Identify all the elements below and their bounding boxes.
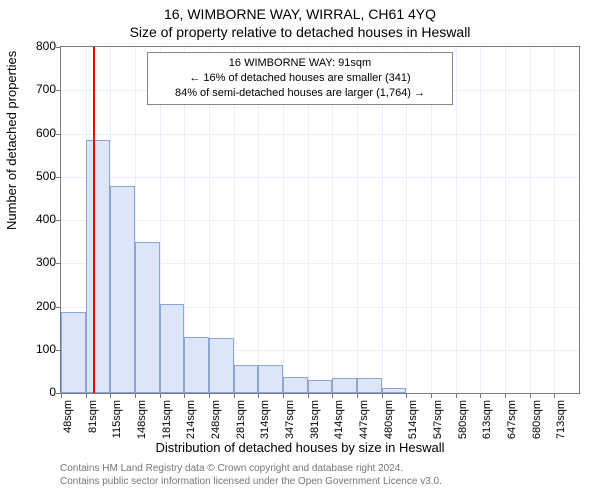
xtick-mark [110,393,111,398]
bar [86,140,111,393]
bar [160,304,185,393]
xtick-label: 281sqm [235,400,247,440]
xtick-label: 81sqm [87,400,99,440]
xtick-label: 48sqm [62,400,74,440]
ytick-label: 200 [16,299,56,313]
annotation-line-2: ← 16% of detached houses are smaller (34… [154,71,446,86]
ytick-label: 500 [16,169,56,183]
bar [61,312,86,393]
y-axis-label: Number of detached properties [4,51,19,230]
chart-container: 16, WIMBORNE WAY, WIRRAL, CH61 4YQ Size … [0,0,600,500]
bar [110,186,135,393]
bar [382,388,407,393]
gridline-h [61,177,579,178]
xtick-mark [184,393,185,398]
xtick-label: 613sqm [481,400,493,440]
bar [283,377,308,393]
ytick-mark [56,263,61,264]
xtick-label: 647sqm [506,400,518,440]
xtick-mark [61,393,62,398]
xtick-mark [530,393,531,398]
annotation-line-1: 16 WIMBORNE WAY: 91sqm [154,56,446,71]
xtick-mark [332,393,333,398]
xtick-label: 414sqm [333,400,345,440]
xtick-label: 314sqm [259,400,271,440]
xtick-label: 347sqm [284,400,296,440]
xtick-label: 713sqm [555,400,567,440]
xtick-mark [86,393,87,398]
ytick-mark [56,47,61,48]
bar [234,365,259,393]
xtick-mark [480,393,481,398]
xtick-label: 447sqm [358,400,370,440]
ytick-label: 400 [16,212,56,226]
ytick-label: 700 [16,82,56,96]
footer-line-2: Contains public sector information licen… [60,475,442,488]
bar [209,338,234,393]
xtick-mark [431,393,432,398]
xtick-label: 115sqm [111,400,123,440]
ytick-mark [56,90,61,91]
xtick-label: 580sqm [457,400,469,440]
gridline-h [61,220,579,221]
ytick-mark [56,177,61,178]
ytick-label: 0 [16,385,56,399]
x-axis-label: Distribution of detached houses by size … [0,440,600,455]
ytick-mark [56,220,61,221]
gridline-v [530,47,531,393]
xtick-label: 248sqm [210,400,222,440]
bar [135,242,160,393]
annotation-line-3: 84% of semi-detached houses are larger (… [154,86,446,101]
xtick-mark [406,393,407,398]
footer-line-1: Contains HM Land Registry data © Crown c… [60,462,442,475]
ytick-mark [56,307,61,308]
xtick-mark [382,393,383,398]
xtick-label: 680sqm [531,400,543,440]
chart-title: Size of property relative to detached ho… [0,24,600,40]
xtick-mark [160,393,161,398]
xtick-label: 214sqm [185,400,197,440]
annotation-box: 16 WIMBORNE WAY: 91sqm ← 16% of detached… [147,52,453,105]
gridline-v [456,47,457,393]
xtick-mark [554,393,555,398]
reference-line [93,47,95,393]
bar [184,337,209,393]
chart-supertitle: 16, WIMBORNE WAY, WIRRAL, CH61 4YQ [0,6,600,22]
gridline-h [61,134,579,135]
xtick-label: 181sqm [161,400,173,440]
gridline-v [505,47,506,393]
gridline-v [554,47,555,393]
bar [308,380,333,393]
xtick-mark [357,393,358,398]
gridline-v [480,47,481,393]
xtick-mark [456,393,457,398]
xtick-label: 480sqm [383,400,395,440]
ytick-label: 100 [16,342,56,356]
bar [332,378,357,393]
xtick-mark [505,393,506,398]
xtick-label: 514sqm [407,400,419,440]
xtick-label: 148sqm [136,400,148,440]
xtick-mark [135,393,136,398]
ytick-label: 300 [16,255,56,269]
plot-area: 16 WIMBORNE WAY: 91sqm ← 16% of detached… [60,46,580,394]
ytick-label: 600 [16,126,56,140]
xtick-mark [258,393,259,398]
xtick-label: 381sqm [309,400,321,440]
footer-attribution: Contains HM Land Registry data © Crown c… [60,462,442,488]
xtick-mark [209,393,210,398]
ytick-mark [56,134,61,135]
ytick-label: 800 [16,39,56,53]
bar [357,378,382,393]
xtick-mark [308,393,309,398]
xtick-mark [234,393,235,398]
bar [258,365,283,393]
xtick-label: 547sqm [432,400,444,440]
xtick-mark [283,393,284,398]
